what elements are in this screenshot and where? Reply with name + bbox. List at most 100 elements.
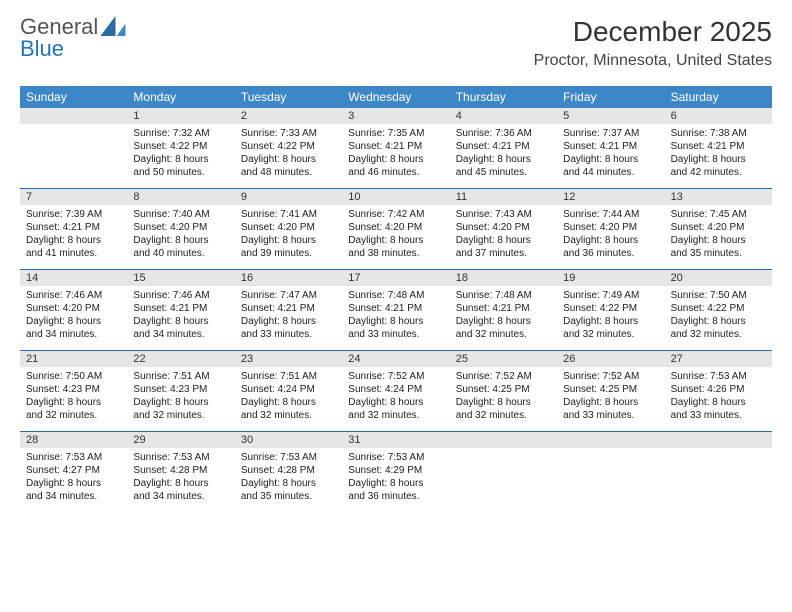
date-number: 23 [235,351,342,367]
calendar-cell: 20Sunrise: 7:50 AMSunset: 4:22 PMDayligh… [665,270,772,350]
date-number: 27 [665,351,772,367]
calendar-cell: 10Sunrise: 7:42 AMSunset: 4:20 PMDayligh… [342,189,449,269]
day1-text: Daylight: 8 hours [456,396,551,409]
calendar-cell: 23Sunrise: 7:51 AMSunset: 4:24 PMDayligh… [235,351,342,431]
sunset-text: Sunset: 4:23 PM [133,383,228,396]
cell-info: Sunrise: 7:46 AMSunset: 4:20 PMDaylight:… [20,286,127,347]
date-number: 20 [665,270,772,286]
day2-text: and 46 minutes. [348,166,443,179]
sunrise-text: Sunrise: 7:47 AM [241,289,336,302]
brand-part2: Blue [20,36,64,61]
day1-text: Daylight: 8 hours [456,153,551,166]
sunrise-text: Sunrise: 7:50 AM [671,289,766,302]
page-title: December 2025 [534,16,772,48]
date-number: 1 [127,108,234,124]
cell-info: Sunrise: 7:40 AMSunset: 4:20 PMDaylight:… [127,205,234,266]
sunset-text: Sunset: 4:27 PM [26,464,121,477]
day2-text: and 36 minutes. [563,247,658,260]
calendar-cell: 14Sunrise: 7:46 AMSunset: 4:20 PMDayligh… [20,270,127,350]
calendar-cell: 17Sunrise: 7:48 AMSunset: 4:21 PMDayligh… [342,270,449,350]
cell-info: Sunrise: 7:48 AMSunset: 4:21 PMDaylight:… [342,286,449,347]
cell-info: Sunrise: 7:46 AMSunset: 4:21 PMDaylight:… [127,286,234,347]
date-number: 24 [342,351,449,367]
cell-info: Sunrise: 7:37 AMSunset: 4:21 PMDaylight:… [557,124,664,185]
day2-text: and 37 minutes. [456,247,551,260]
calendar-cell: 16Sunrise: 7:47 AMSunset: 4:21 PMDayligh… [235,270,342,350]
calendar-cell: 25Sunrise: 7:52 AMSunset: 4:25 PMDayligh… [450,351,557,431]
day1-text: Daylight: 8 hours [348,477,443,490]
calendar-cell: 15Sunrise: 7:46 AMSunset: 4:21 PMDayligh… [127,270,234,350]
sunrise-text: Sunrise: 7:49 AM [563,289,658,302]
sunrise-text: Sunrise: 7:44 AM [563,208,658,221]
day2-text: and 40 minutes. [133,247,228,260]
date-number: 26 [557,351,664,367]
calendar-cell: 22Sunrise: 7:51 AMSunset: 4:23 PMDayligh… [127,351,234,431]
date-number: 18 [450,270,557,286]
sunset-text: Sunset: 4:26 PM [671,383,766,396]
day-header: Tuesday [235,86,342,108]
sunrise-text: Sunrise: 7:33 AM [241,127,336,140]
day2-text: and 33 minutes. [671,409,766,422]
day1-text: Daylight: 8 hours [241,396,336,409]
day1-text: Daylight: 8 hours [241,153,336,166]
sunrise-text: Sunrise: 7:32 AM [133,127,228,140]
sunset-text: Sunset: 4:20 PM [563,221,658,234]
sunset-text: Sunset: 4:21 PM [671,140,766,153]
cell-info: Sunrise: 7:35 AMSunset: 4:21 PMDaylight:… [342,124,449,185]
date-number: 15 [127,270,234,286]
date-number [20,108,127,124]
sunset-text: Sunset: 4:23 PM [26,383,121,396]
week-row: 1Sunrise: 7:32 AMSunset: 4:22 PMDaylight… [20,108,772,189]
day1-text: Daylight: 8 hours [26,234,121,247]
sunrise-text: Sunrise: 7:40 AM [133,208,228,221]
date-number: 5 [557,108,664,124]
sunrise-text: Sunrise: 7:43 AM [456,208,551,221]
sunrise-text: Sunrise: 7:50 AM [26,370,121,383]
sunrise-text: Sunrise: 7:39 AM [26,208,121,221]
sunset-text: Sunset: 4:20 PM [671,221,766,234]
date-number: 9 [235,189,342,205]
day1-text: Daylight: 8 hours [456,234,551,247]
sunset-text: Sunset: 4:22 PM [671,302,766,315]
day-header: Sunday [20,86,127,108]
cell-info: Sunrise: 7:32 AMSunset: 4:22 PMDaylight:… [127,124,234,185]
day1-text: Daylight: 8 hours [241,477,336,490]
sunset-text: Sunset: 4:24 PM [348,383,443,396]
cell-info: Sunrise: 7:53 AMSunset: 4:28 PMDaylight:… [235,448,342,509]
day-header: Monday [127,86,234,108]
day-header: Saturday [665,86,772,108]
date-number: 6 [665,108,772,124]
day1-text: Daylight: 8 hours [133,153,228,166]
calendar-cell: 27Sunrise: 7:53 AMSunset: 4:26 PMDayligh… [665,351,772,431]
day2-text: and 50 minutes. [133,166,228,179]
day2-text: and 41 minutes. [26,247,121,260]
sunset-text: Sunset: 4:28 PM [241,464,336,477]
calendar-cell: 5Sunrise: 7:37 AMSunset: 4:21 PMDaylight… [557,108,664,188]
sunset-text: Sunset: 4:22 PM [133,140,228,153]
day1-text: Daylight: 8 hours [348,234,443,247]
sunset-text: Sunset: 4:20 PM [26,302,121,315]
calendar-cell: 11Sunrise: 7:43 AMSunset: 4:20 PMDayligh… [450,189,557,269]
sunset-text: Sunset: 4:25 PM [456,383,551,396]
day-header-row: Sunday Monday Tuesday Wednesday Thursday… [20,86,772,108]
sunrise-text: Sunrise: 7:37 AM [563,127,658,140]
day1-text: Daylight: 8 hours [563,234,658,247]
calendar-cell: 30Sunrise: 7:53 AMSunset: 4:28 PMDayligh… [235,432,342,512]
cell-info: Sunrise: 7:53 AMSunset: 4:28 PMDaylight:… [127,448,234,509]
sunrise-text: Sunrise: 7:53 AM [26,451,121,464]
day2-text: and 45 minutes. [456,166,551,179]
cell-info: Sunrise: 7:42 AMSunset: 4:20 PMDaylight:… [342,205,449,266]
day1-text: Daylight: 8 hours [241,315,336,328]
sunrise-text: Sunrise: 7:45 AM [671,208,766,221]
weeks-container: 1Sunrise: 7:32 AMSunset: 4:22 PMDaylight… [20,108,772,512]
day1-text: Daylight: 8 hours [563,315,658,328]
cell-info: Sunrise: 7:52 AMSunset: 4:24 PMDaylight:… [342,367,449,428]
date-number: 10 [342,189,449,205]
sunrise-text: Sunrise: 7:51 AM [133,370,228,383]
brand-text: General Blue [20,16,126,60]
calendar-cell: 7Sunrise: 7:39 AMSunset: 4:21 PMDaylight… [20,189,127,269]
sunset-text: Sunset: 4:21 PM [456,140,551,153]
cell-info: Sunrise: 7:53 AMSunset: 4:26 PMDaylight:… [665,367,772,428]
date-number: 13 [665,189,772,205]
day1-text: Daylight: 8 hours [348,396,443,409]
